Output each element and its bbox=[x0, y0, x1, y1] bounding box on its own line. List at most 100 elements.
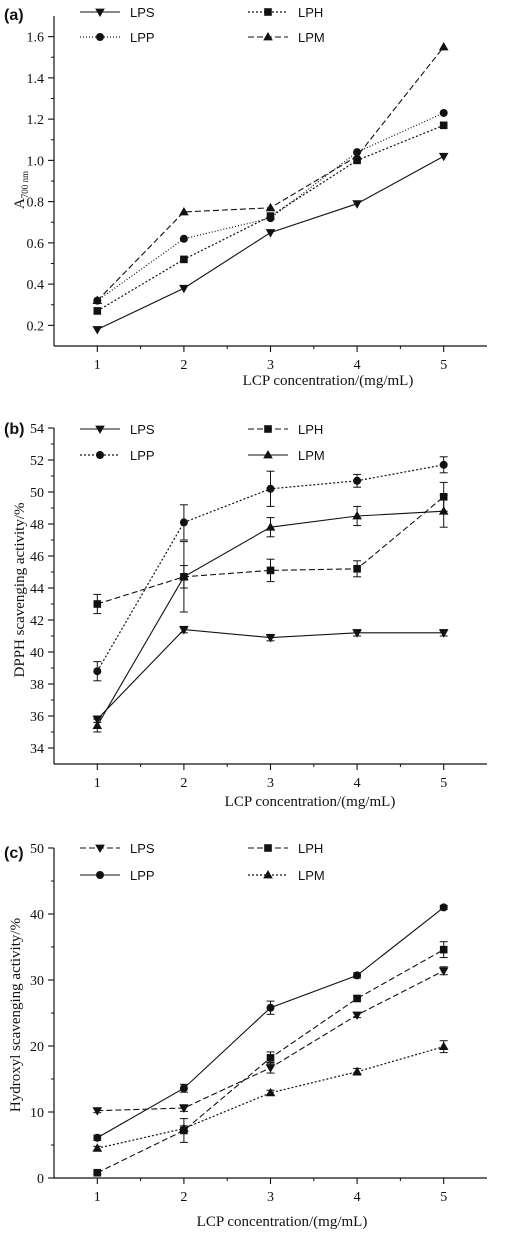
panel-b-label: (b) bbox=[4, 421, 24, 438]
legend-label-lpm: LPM bbox=[298, 30, 325, 45]
data-point-lps bbox=[438, 152, 449, 162]
data-point-lps bbox=[179, 1104, 189, 1114]
legend-label-lpp: LPP bbox=[130, 448, 155, 463]
panel-a: (a) LCP concentration/(mg/mL) A700 nm 0.… bbox=[4, 5, 487, 389]
data-point-lpm bbox=[352, 151, 362, 160]
legend-label-lpp: LPP bbox=[130, 30, 155, 45]
y-tick-label: 0 bbox=[37, 1172, 44, 1187]
data-point-lpm bbox=[438, 41, 449, 51]
y-tick-label: 20 bbox=[30, 1040, 44, 1055]
data-point-lps bbox=[265, 634, 276, 643]
y-tick-label: 48 bbox=[30, 518, 44, 533]
y-tick-label: 36 bbox=[30, 710, 44, 725]
data-point-lps bbox=[438, 629, 449, 638]
legend-marker-lpm bbox=[263, 450, 273, 459]
panel-c-plot: 0 10 20 30 40 50 1 2 3 4 5 LPS LPH LPP LPM bbox=[30, 841, 487, 1205]
x-tick-label: 5 bbox=[440, 776, 447, 791]
y-tick-label: 40 bbox=[30, 908, 44, 923]
series-line-lpm bbox=[97, 1046, 444, 1149]
data-point-lpp bbox=[93, 1133, 102, 1142]
data-point-lpp bbox=[179, 1084, 188, 1093]
panel-b-xlabel: LCP concentration/(mg/mL) bbox=[225, 794, 396, 810]
y-tick-label: 50 bbox=[30, 486, 44, 501]
panel-a-xlabel: LCP concentration/(mg/mL) bbox=[243, 373, 414, 389]
panel-c-label: (c) bbox=[4, 845, 24, 862]
y-tick-label: 1.2 bbox=[27, 113, 45, 128]
panel-a-ylabel-subscript: 700 nm bbox=[20, 171, 30, 198]
x-tick-label: 5 bbox=[440, 1190, 447, 1205]
data-point-lph bbox=[439, 121, 448, 130]
legend-marker-lps bbox=[95, 844, 105, 853]
y-tick-label: 10 bbox=[30, 1106, 44, 1121]
x-tick-label: 3 bbox=[267, 358, 274, 373]
panel-b-ylabel: DPPH scavenging activity/% bbox=[12, 503, 28, 678]
data-point-lpp bbox=[179, 234, 188, 243]
x-tick-label: 2 bbox=[180, 358, 187, 373]
data-point-lph bbox=[353, 156, 361, 165]
series-line-lps bbox=[97, 155, 444, 330]
data-point-lpm bbox=[438, 1041, 449, 1051]
data-point-lps bbox=[179, 284, 189, 294]
legend-marker-lph bbox=[264, 8, 272, 16]
y-tick-label: 0.8 bbox=[27, 196, 45, 211]
series-line-lpm bbox=[96, 510, 444, 726]
data-point-lph bbox=[180, 255, 188, 264]
y-tick-label: 0.2 bbox=[27, 319, 45, 334]
data-point-lph bbox=[353, 994, 361, 1003]
legend: LPS LPH LPP LPM bbox=[80, 422, 325, 463]
legend: LPS LPH LPP LPM bbox=[80, 841, 325, 883]
legend-label-lph: LPH bbox=[298, 422, 323, 437]
data-point-lpm bbox=[265, 522, 276, 531]
legend-label-lps: LPS bbox=[130, 422, 155, 437]
y-tick-label: 52 bbox=[30, 454, 44, 469]
panel-c-ylabel: Hydroxyl scavenging activity/% bbox=[8, 918, 24, 1112]
y-tick-label: 1.0 bbox=[27, 154, 45, 169]
legend-marker-lph bbox=[264, 844, 272, 852]
legend-marker-lpp bbox=[96, 451, 104, 459]
y-tick-label: 38 bbox=[30, 678, 44, 693]
panel-c-xlabel: LCP concentration/(mg/mL) bbox=[197, 1214, 368, 1230]
x-tick-label: 5 bbox=[440, 358, 447, 373]
data-point-lps bbox=[352, 629, 362, 638]
data-point-lps bbox=[352, 200, 362, 209]
panel-a-ylabel: A700 nm bbox=[12, 171, 30, 209]
data-point-lph bbox=[266, 1054, 275, 1062]
data-point-lps bbox=[352, 1011, 362, 1020]
data-point-lpm bbox=[352, 1066, 362, 1076]
data-point-lph bbox=[439, 945, 448, 954]
data-point-lpp bbox=[179, 518, 188, 527]
data-point-lps bbox=[92, 326, 103, 335]
x-tick-label: 1 bbox=[94, 776, 101, 791]
panel-c: (c) LCP concentration/(mg/mL) Hydroxyl s… bbox=[4, 841, 487, 1230]
data-point-lpp bbox=[266, 484, 275, 493]
data-point-lpp bbox=[353, 476, 362, 485]
x-tick-label: 4 bbox=[354, 358, 361, 373]
legend-label-lpm: LPM bbox=[298, 868, 325, 883]
data-point-lps bbox=[179, 626, 189, 635]
legend-marker-lpm bbox=[263, 32, 273, 41]
data-point-lps bbox=[92, 1107, 103, 1116]
y-tick-label: 40 bbox=[30, 646, 44, 661]
y-tick-label: 34 bbox=[30, 742, 44, 757]
data-point-lps bbox=[265, 1064, 276, 1073]
legend-label-lpp: LPP bbox=[130, 868, 155, 883]
data-point-lpm bbox=[92, 1143, 103, 1152]
series-line-lpm bbox=[96, 46, 445, 302]
y-tick-label: 46 bbox=[30, 550, 44, 565]
data-point-lpp bbox=[439, 903, 448, 912]
data-point-lpm bbox=[265, 202, 276, 212]
legend-marker-lpp bbox=[96, 33, 104, 41]
data-point-lpm bbox=[179, 571, 189, 581]
panel-a-ylabel-main: A bbox=[12, 198, 28, 209]
data-point-lpm bbox=[92, 295, 103, 305]
data-point-lpp bbox=[266, 1003, 275, 1012]
data-point-lpm bbox=[438, 506, 449, 515]
x-tick-label: 2 bbox=[180, 776, 187, 791]
data-point-lpp bbox=[93, 667, 102, 676]
panel-b: (b) LCP concentration/(mg/mL) DPPH scave… bbox=[4, 421, 487, 810]
y-tick-label: 44 bbox=[30, 582, 44, 597]
legend-label-lpm: LPM bbox=[298, 448, 325, 463]
